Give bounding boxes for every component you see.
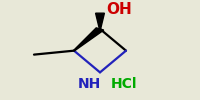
Text: NH: NH — [77, 77, 101, 91]
Polygon shape — [96, 13, 104, 29]
Text: HCl: HCl — [111, 77, 138, 91]
Text: OH: OH — [106, 2, 132, 17]
Polygon shape — [73, 28, 104, 51]
